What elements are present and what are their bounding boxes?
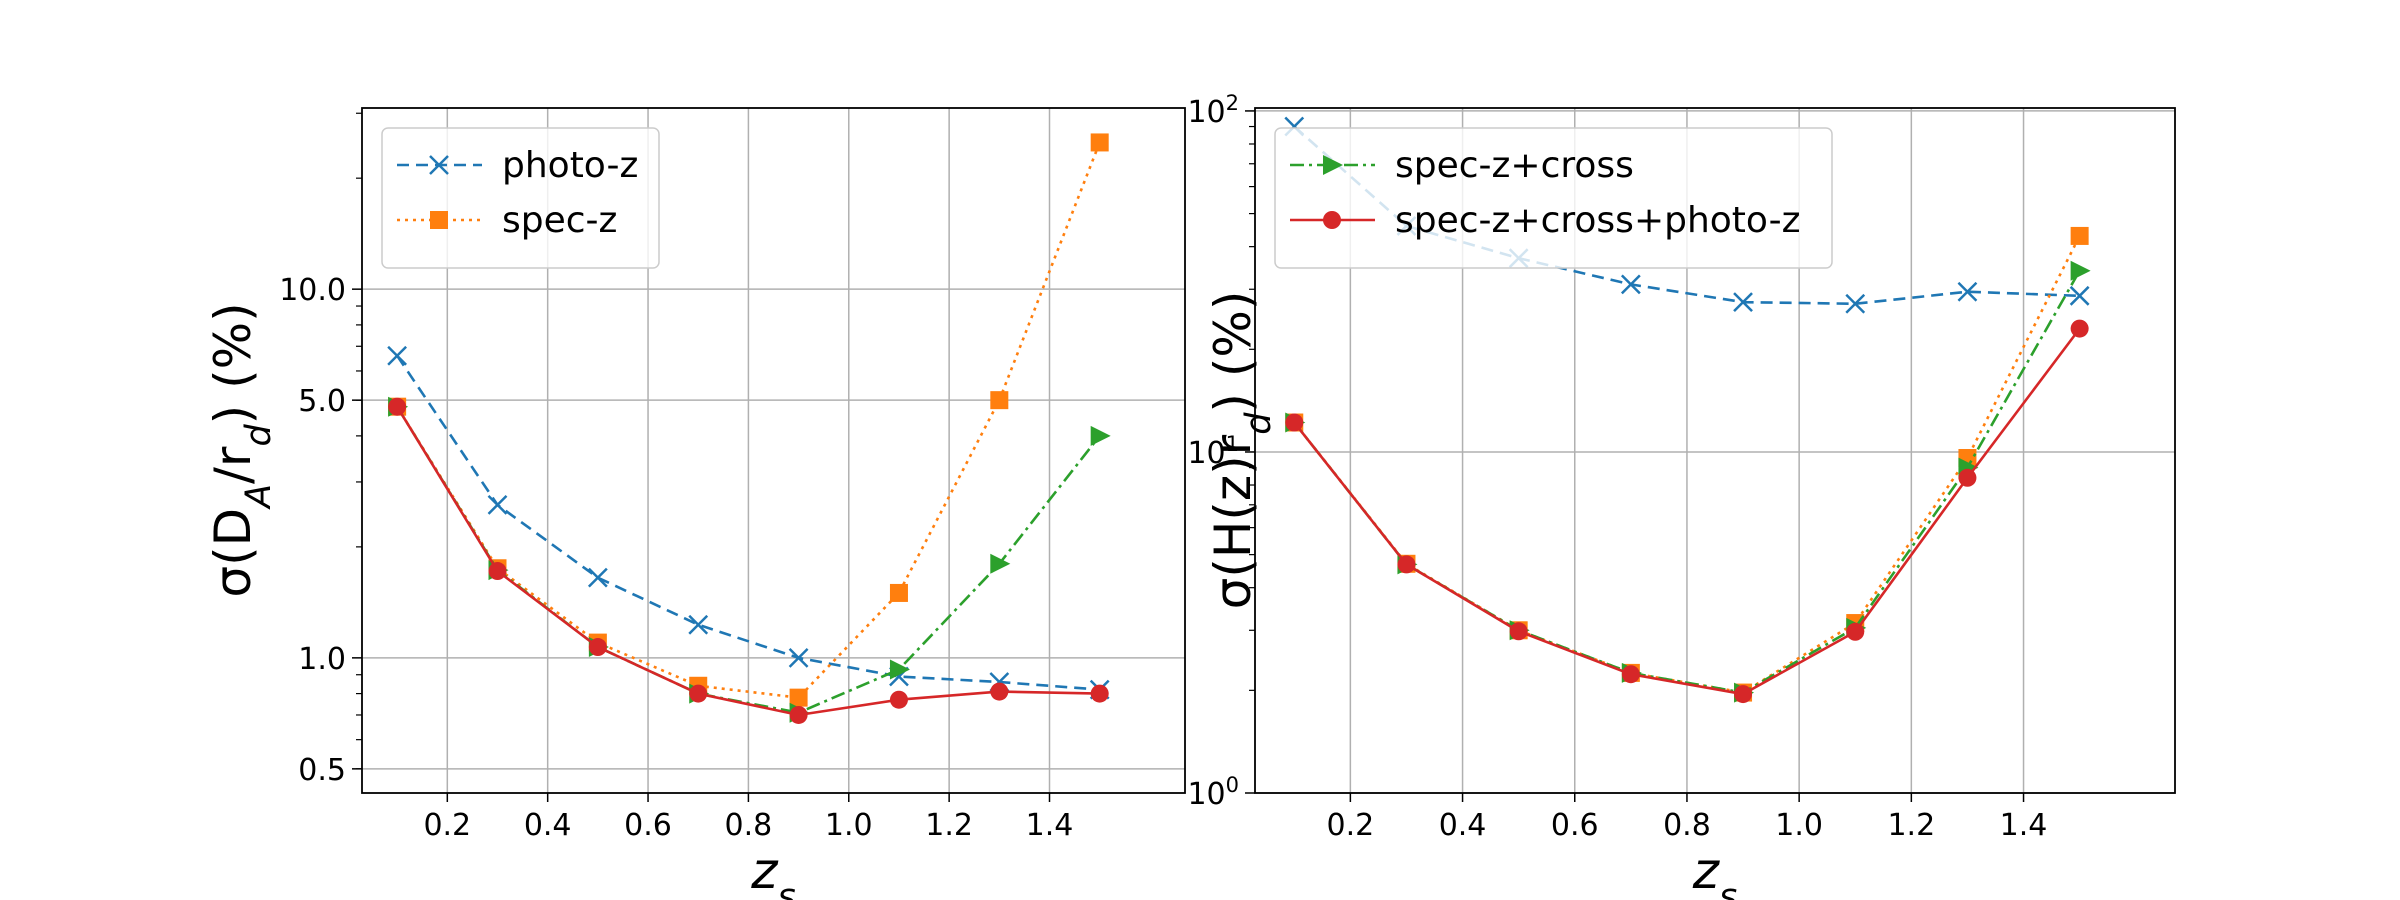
plot-area (1284, 116, 2091, 704)
data-point-spec-z-cross-photo-z (1734, 685, 1753, 704)
x-tick-label: 0.2 (423, 808, 471, 843)
y-tick-label: 5.0 (298, 384, 346, 419)
legend-marker (429, 155, 449, 175)
data-point-photo-z (1620, 274, 1641, 295)
data-point-spec-z-cross-photo-z (1397, 555, 1416, 574)
data-point-photo-z (487, 494, 508, 515)
series-line-spec-z-cross-photo-z (1293, 327, 2081, 696)
legend: spec-z+cross spec-z+cross+photo-z (1274, 127, 1833, 269)
y-tick-label: 100 (1187, 773, 1239, 812)
data-point-photo-z (1845, 293, 1866, 314)
legend-label: spec-z+cross (1395, 145, 1634, 186)
x-tick-label: 1.0 (825, 808, 873, 843)
plot-area (387, 133, 1111, 724)
data-point-spec-z-cross-photo-z (1621, 665, 1640, 684)
legend-label: spec-z+cross+photo-z (1395, 200, 1801, 241)
data-point-spec-z (789, 688, 808, 707)
legend-item-spec-z-cross-photo-z: spec-z+cross+photo-z (1290, 200, 1801, 241)
data-point-spec-z-cross-photo-z (990, 682, 1009, 701)
legend-box (1274, 127, 1833, 269)
data-point-spec-z-cross-photo-z (1958, 468, 1977, 487)
data-point-spec-z-cross-photo-z (1285, 413, 1304, 432)
data-point-spec-z-cross (889, 659, 910, 680)
data-point-spec-z (889, 583, 908, 602)
x-tick-label: 1.0 (1775, 808, 1823, 843)
x-tick-label: 0.8 (725, 808, 773, 843)
data-point-spec-z-cross (2070, 260, 2091, 281)
data-point-spec-z-cross-photo-z (789, 705, 808, 724)
data-point-spec-z (1090, 133, 1109, 152)
x-tick-label: 1.4 (1026, 808, 1074, 843)
data-point-spec-z-cross-photo-z (488, 562, 507, 581)
legend: photo-z spec-z (381, 127, 660, 269)
legend-box (381, 127, 660, 269)
data-point-photo-z (1733, 292, 1753, 313)
data-point-spec-z-cross-photo-z (2070, 319, 2089, 338)
data-point-spec-z-cross-photo-z (1509, 622, 1528, 641)
legend-item-photo-z: photo-z (397, 145, 638, 186)
axes-frame (361, 107, 1186, 794)
data-point-spec-z-cross (1090, 425, 1111, 446)
minor-ticks (1249, 125, 1255, 691)
x-tick-label: 1.2 (925, 808, 973, 843)
data-point-spec-z-cross (990, 553, 1011, 574)
data-point-photo-z (1957, 281, 1978, 302)
data-point-photo-z (587, 567, 608, 588)
x-tick-label: 0.6 (1551, 808, 1599, 843)
x-tick-label: 0.4 (524, 808, 572, 843)
data-point-spec-z (2070, 226, 2089, 245)
data-point-spec-z-cross-photo-z (588, 638, 607, 657)
x-tick-label: 0.8 (1663, 808, 1711, 843)
y-tick-label: 102 (1187, 91, 1239, 130)
axes-frame (1254, 107, 2176, 794)
legend-marker (430, 211, 448, 229)
x-axis-label: zs (1692, 842, 1738, 900)
x-axis-label: zs (750, 842, 796, 900)
legend-item-spec-z-cross: spec-z+cross (1290, 145, 1634, 186)
data-point-photo-z (387, 345, 408, 366)
series-spec-z-cross-photo-z (388, 397, 1109, 724)
series-line-spec-z (396, 141, 1101, 700)
data-point-photo-z (788, 647, 809, 668)
series-line-spec-z-cross-photo-z (396, 406, 1100, 717)
series-line-photo-z (1293, 125, 2080, 306)
x-tick-label: 1.4 (2000, 808, 2048, 843)
data-point-spec-z-cross-photo-z (889, 690, 908, 709)
legend-label: photo-z (502, 145, 638, 186)
data-point-photo-z (2069, 285, 2090, 306)
data-point-spec-z-cross-photo-z (1090, 684, 1109, 703)
y-axis-label: σ(H(z)rd) (%) (1204, 291, 1279, 610)
y-tick-label: 101 (1187, 432, 1239, 471)
x-tick-label: 0.4 (1439, 808, 1487, 843)
y-tick-label: 0.5 (298, 753, 346, 788)
legend-item-spec-z: spec-z (397, 200, 617, 241)
legend-label: spec-z (502, 200, 617, 241)
y-tick-label: 10.0 (279, 273, 346, 308)
data-point-spec-z-cross-photo-z (388, 397, 407, 416)
legend-marker (1323, 211, 1341, 229)
x-tick-label: 0.2 (1327, 808, 1375, 843)
chart-panel-1: 0.2 0.4 0.6 0.8 1.0 1.2 1.4 0.5 1.0 5.0 10.0 zs σ(DA… (204, 107, 1186, 900)
y-tick-label: 1.0 (298, 642, 346, 677)
series-spec-z-cross-photo-z (1285, 319, 2089, 704)
x-tick-label: 0.6 (624, 808, 672, 843)
y-axis-label: σ(DA/rd) (%) (204, 302, 279, 597)
series-line-photo-z (396, 354, 1100, 691)
data-point-spec-z-cross-photo-z (689, 684, 708, 703)
data-point-spec-z-cross-photo-z (1846, 622, 1865, 641)
chart-panel-2: 0.2 0.4 0.6 0.8 1.0 1.2 1.4 100 101 102 zs σ(H(z)rd… (1187, 91, 2176, 900)
data-point-spec-z (990, 391, 1009, 410)
legend-marker (1323, 155, 1343, 175)
data-point-photo-z (688, 614, 709, 635)
x-tick-label: 1.2 (1887, 808, 1935, 843)
